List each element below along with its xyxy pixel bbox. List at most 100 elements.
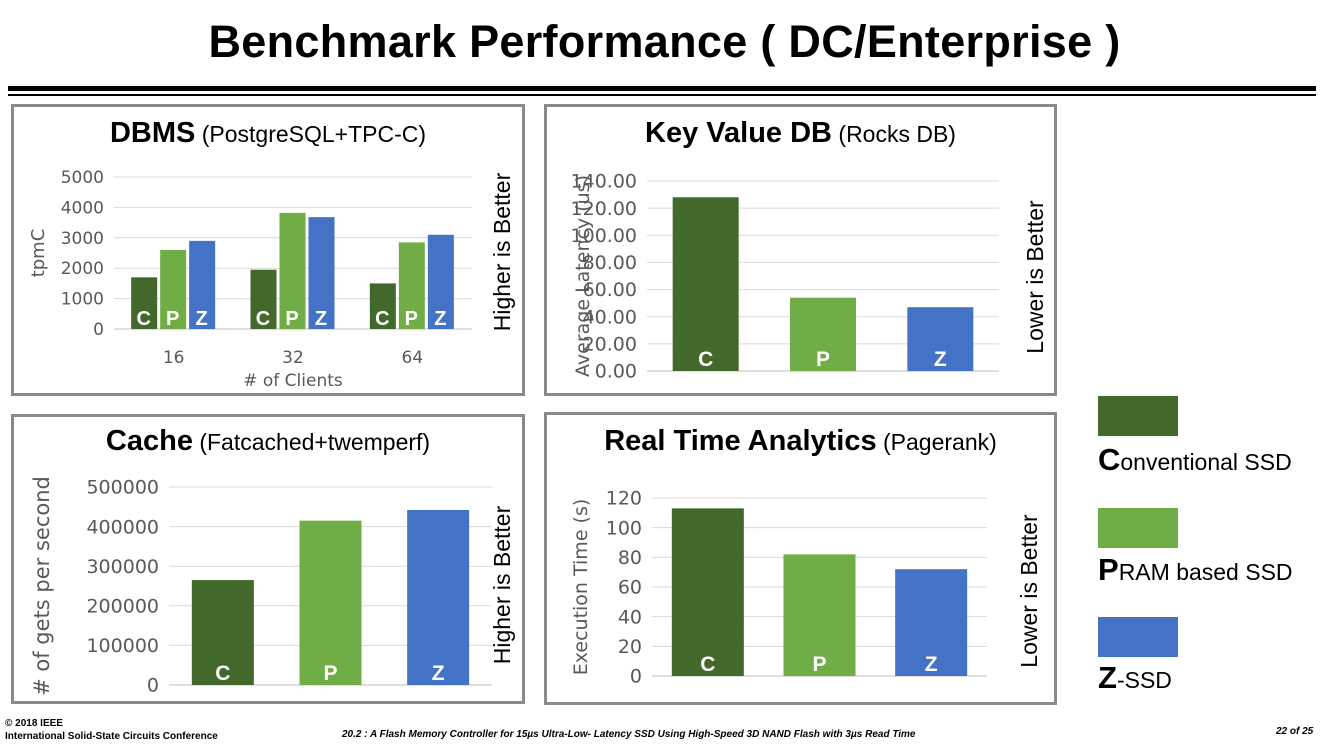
dbms-x-tick-label: 16 xyxy=(163,348,185,368)
cache-y-axis-label: # of gets per second xyxy=(30,476,54,696)
dbms-bar-64-C xyxy=(369,283,396,329)
cache-chart-svg: 0 100000 200000 300000 400000 500000 # of gets… xyxy=(30,476,515,697)
dbms-y-tick-label: 3000 xyxy=(61,229,104,249)
kv-y-tick-label: 0.00 xyxy=(595,361,637,383)
kv-y-tick-label: 120.00 xyxy=(571,198,637,220)
rta-bar-C xyxy=(671,508,744,676)
rta-note-label: Lower is Better xyxy=(1016,514,1042,668)
kv-bar-P xyxy=(790,297,856,371)
cache-y-tick-label: 0 xyxy=(147,675,159,697)
dbms-bar-letter: P xyxy=(166,308,179,330)
kv-bar-Z xyxy=(907,307,974,371)
rta-chart-title: Real Time Analytics (Pagerank) xyxy=(547,425,1054,458)
kv-title-main: Key Value DB xyxy=(645,117,833,149)
rta-bar-letter: P xyxy=(812,653,826,676)
dbms-chart-title: DBMS (PostgreSQL+TPC-C) xyxy=(14,117,522,150)
cache-y-tick-label: 200000 xyxy=(86,595,159,617)
cache-y-tick-label: 400000 xyxy=(86,516,159,538)
cache-chart-title: Cache (Fatcached+twemperf) xyxy=(14,425,522,458)
footer-paper-title: 20.2 : A Flash Memory Controller for 15µ… xyxy=(342,729,916,740)
footer-conference: International Solid-State Circuits Confe… xyxy=(5,731,218,742)
legend-swatch-c xyxy=(1098,396,1178,436)
cache-title-sub: (Fatcached+twemperf) xyxy=(199,429,431,455)
footer-page-number: 22 of 25 xyxy=(1276,726,1314,737)
dbms-bar-32-P xyxy=(279,212,306,329)
dbms-x-axis-label: # of Clients xyxy=(243,371,343,391)
kv-title-sub: (Rocks DB) xyxy=(838,121,956,147)
dbms-bar-16-C xyxy=(131,277,158,329)
cache-bar-letter: P xyxy=(323,662,337,685)
rta-bar-Z xyxy=(895,569,968,676)
dbms-bar-letter: C xyxy=(375,308,389,330)
cache-bar-letter: C xyxy=(215,662,230,685)
kv-y-axis-label: Average Latency (us) xyxy=(572,175,594,377)
cache-bar-letter: Z xyxy=(432,662,445,685)
dbms-x-tick-label: 32 xyxy=(282,348,304,368)
footer-copyright: © 2018 IEEE xyxy=(5,718,63,729)
dbms-bar-letter: C xyxy=(256,308,270,330)
title-rule-thin xyxy=(8,94,1316,96)
rta-y-tick-label: 80 xyxy=(618,547,642,569)
dbms-y-tick-label: 0 xyxy=(93,320,104,340)
kv-bar-letter: P xyxy=(816,348,830,371)
dbms-bar-letter: Z xyxy=(434,308,446,330)
legend-swatch-p xyxy=(1098,508,1178,548)
cache-chart-panel: Cache (Fatcached+twemperf) 0 100000 200000… xyxy=(11,414,525,704)
rta-bar-P xyxy=(783,554,856,676)
rta-bar-letter: C xyxy=(700,653,715,676)
dbms-bar-64-Z xyxy=(427,234,454,329)
cache-title-main: Cache xyxy=(105,425,193,457)
kv-chart-title: Key Value DB (Rocks DB) xyxy=(547,117,1054,150)
rta-chart-svg: 0 20 40 60 80 100 120 Execution Time (s) Lower i… xyxy=(570,488,1042,688)
slide-title: Benchmark Performance ( DC/Enterprise ) xyxy=(208,16,1121,67)
dbms-bar-letter: P xyxy=(285,308,298,330)
dbms-y-tick-label: 1000 xyxy=(61,290,104,310)
kv-y-tick-label: 60.00 xyxy=(583,279,637,301)
dbms-y-tick-label: 5000 xyxy=(61,168,104,188)
cache-y-tick-label: 100000 xyxy=(86,635,159,657)
dbms-bar-64-P xyxy=(398,242,425,329)
kv-chart-svg: 0.00 20.00 40.00 60.00 80.00 100.00 120.00 140.… xyxy=(571,171,1048,383)
rta-title-sub: (Pagerank) xyxy=(883,429,997,455)
cache-y-tick-label: 300000 xyxy=(86,556,159,578)
legend-letter-p: P xyxy=(1098,552,1119,587)
dbms-y-tick-label: 4000 xyxy=(61,198,104,218)
legend-label-z: Z-SSD xyxy=(1098,660,1172,696)
dbms-y-axis-label: tpmC xyxy=(28,229,49,278)
cache-bar-Z xyxy=(407,509,470,685)
dbms-bar-16-P xyxy=(160,249,187,329)
title-rule-thick xyxy=(8,86,1316,91)
cache-y-tick-label: 500000 xyxy=(86,477,159,499)
kv-y-tick-label: 20.00 xyxy=(583,334,637,356)
rta-y-axis-label: Execution Time (s) xyxy=(570,499,592,676)
kv-y-tick-label: 140.00 xyxy=(571,171,637,193)
dbms-chart-svg: 0 1000 2000 3000 4000 5000 tpmC Higher is Bette… xyxy=(28,168,515,391)
dbms-bar-32-Z xyxy=(308,217,335,329)
kv-note-label: Lower is Better xyxy=(1022,200,1048,354)
rta-y-tick-label: 20 xyxy=(618,636,642,658)
rta-title-main: Real Time Analytics xyxy=(604,425,877,457)
kv-bar-letter: C xyxy=(698,348,713,371)
cache-bar-C xyxy=(191,580,254,685)
dbms-bar-32-C xyxy=(250,269,277,329)
dbms-chart-panel: DBMS (PostgreSQL+TPC-C) 0 1000 2000 3000 400… xyxy=(11,104,525,396)
rta-y-tick-label: 0 xyxy=(630,666,642,688)
dbms-x-tick-label: 64 xyxy=(402,348,424,368)
dbms-bar-letter: Z xyxy=(196,308,208,330)
cache-note-label: Higher is Better xyxy=(489,505,515,664)
dbms-bar-letter: Z xyxy=(315,308,327,330)
dbms-title-main: DBMS xyxy=(109,117,196,149)
legend-rest-c: onventional SSD xyxy=(1120,449,1292,475)
dbms-y-tick-label: 2000 xyxy=(61,259,104,279)
dbms-bar-16-Z xyxy=(189,240,216,329)
kv-y-tick-label: 80.00 xyxy=(583,252,637,274)
dbms-bar-letter: P xyxy=(405,308,418,330)
dbms-note-label: Higher is Better xyxy=(489,172,515,331)
legend-label-p: PRAM based SSD xyxy=(1098,552,1293,588)
cache-bar-P xyxy=(299,520,362,685)
legend-rest-z: -SSD xyxy=(1116,667,1172,693)
dbms-bar-letter: C xyxy=(136,308,150,330)
legend-letter-c: C xyxy=(1098,442,1121,477)
rta-chart-panel: Real Time Analytics (Pagerank) 0 20 40 60 80… xyxy=(544,412,1057,705)
legend-rest-p: RAM based SSD xyxy=(1118,559,1293,585)
